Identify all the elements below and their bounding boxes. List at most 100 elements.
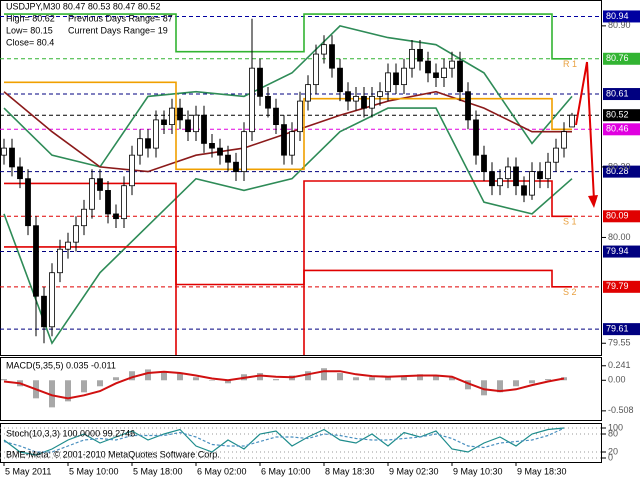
candle-body (25, 178, 31, 227)
candle-body (393, 72, 399, 86)
forecast-arrow (575, 61, 595, 201)
macd-bar (49, 380, 55, 408)
candle-body (209, 143, 215, 149)
candle-body (361, 95, 367, 109)
candle-body (513, 166, 519, 187)
level-label: 80.76 (606, 53, 629, 63)
candle-body (161, 119, 167, 126)
level-label-box (603, 88, 640, 101)
level-label-box (603, 165, 640, 178)
level-label: 80.94 (606, 11, 629, 21)
y-tick-label: 100 (608, 422, 623, 432)
panel-title: Stoch(10,3,3) 100.0000 99.2746 (6, 428, 135, 438)
candle-body (441, 67, 447, 78)
candle-body (289, 131, 295, 156)
x-tick-label: 6 May 10:00 (261, 466, 311, 476)
macd-bar (321, 368, 327, 381)
candle-body (425, 60, 431, 74)
x-tick-label: 5 May 18:00 (133, 466, 183, 476)
candle-body (225, 154, 231, 163)
chart-title: USDJPY,M30 80.47 80.53 80.47 80.52 (6, 1, 160, 11)
level-label-box (603, 52, 640, 65)
candle-body (481, 154, 487, 173)
macd-bar (81, 380, 87, 393)
candle-body (433, 72, 439, 78)
candle-body (257, 67, 263, 97)
candle-body (49, 272, 55, 328)
candle-body (457, 60, 463, 93)
x-tick-label: 5 May 10:00 (69, 466, 119, 476)
candle-body (553, 147, 559, 163)
info-text: Current Days Range= 19 (68, 25, 168, 35)
macd-bar (497, 380, 503, 393)
candle-body (537, 171, 543, 180)
candle-body (57, 248, 63, 274)
macd-bar (529, 380, 535, 384)
macd-bar (433, 375, 439, 381)
y-tick-label: 80.00 (608, 232, 631, 242)
candle-body (73, 225, 79, 243)
info-text: High= 80.62 (6, 13, 55, 23)
candle-body (369, 95, 375, 109)
candle-body (473, 119, 479, 156)
macd-bar (465, 380, 471, 390)
x-tick-label: 5 May 2011 (5, 466, 51, 476)
macd-bar (1, 379, 7, 381)
candle-body (185, 119, 191, 133)
copyright: BME-Meta: © 2001-2010 MetaQuotes Softwar… (6, 449, 220, 459)
candle-body (521, 185, 527, 196)
candle-body (385, 72, 391, 93)
candle-body (417, 48, 423, 62)
level-note: S 1 (563, 217, 577, 227)
candle-body (241, 131, 247, 173)
macd-bar (273, 379, 279, 381)
candle-body (217, 147, 223, 156)
indicator-line (4, 81, 572, 171)
macd-bar (417, 374, 423, 381)
x-tick-label: 9 May 02:30 (389, 466, 439, 476)
macd-bar (161, 371, 167, 381)
candle-body (193, 114, 199, 133)
macd-bar (129, 371, 135, 381)
macd-bar (545, 379, 551, 381)
level-label: 80.52 (606, 110, 629, 120)
candle-body (337, 67, 343, 93)
level-label-box (603, 123, 640, 136)
candle-body (569, 114, 575, 128)
macd-bar (193, 377, 199, 381)
stoch-panel-frame (0, 423, 602, 463)
candle-body (89, 178, 95, 210)
macd-bar (209, 380, 215, 381)
level-label: 80.46 (606, 124, 629, 134)
x-tick-label: 9 May 18:30 (517, 466, 567, 476)
macd-bar (481, 380, 487, 396)
candle-body (465, 91, 471, 121)
candle-body (105, 190, 111, 215)
indicator-line (4, 13, 572, 60)
macd-bar (65, 380, 71, 402)
y-tick-label: 20 (608, 446, 618, 456)
candle-body (329, 44, 335, 69)
macd-bar (401, 375, 407, 381)
stoch-line (3, 427, 565, 453)
candle-body (249, 67, 255, 133)
level-label-box (603, 280, 640, 293)
info-text: Previous Days Range= 87 (68, 13, 173, 23)
macd-bar (305, 371, 311, 381)
candle-body (145, 138, 151, 149)
candle-body (273, 107, 279, 126)
candle-body (65, 241, 71, 250)
macd-bar (513, 380, 519, 387)
macd-bar (449, 377, 455, 381)
indicator-line (3, 107, 573, 345)
level-label: 80.61 (606, 88, 629, 98)
y-tick-label: 0 (608, 452, 613, 462)
macd-bar (369, 377, 375, 381)
macd-bar (177, 373, 183, 381)
candle-body (305, 84, 311, 102)
candle-body (545, 161, 551, 180)
candle-body (177, 107, 183, 121)
level-label-box (603, 210, 640, 223)
candle-body (41, 295, 47, 328)
